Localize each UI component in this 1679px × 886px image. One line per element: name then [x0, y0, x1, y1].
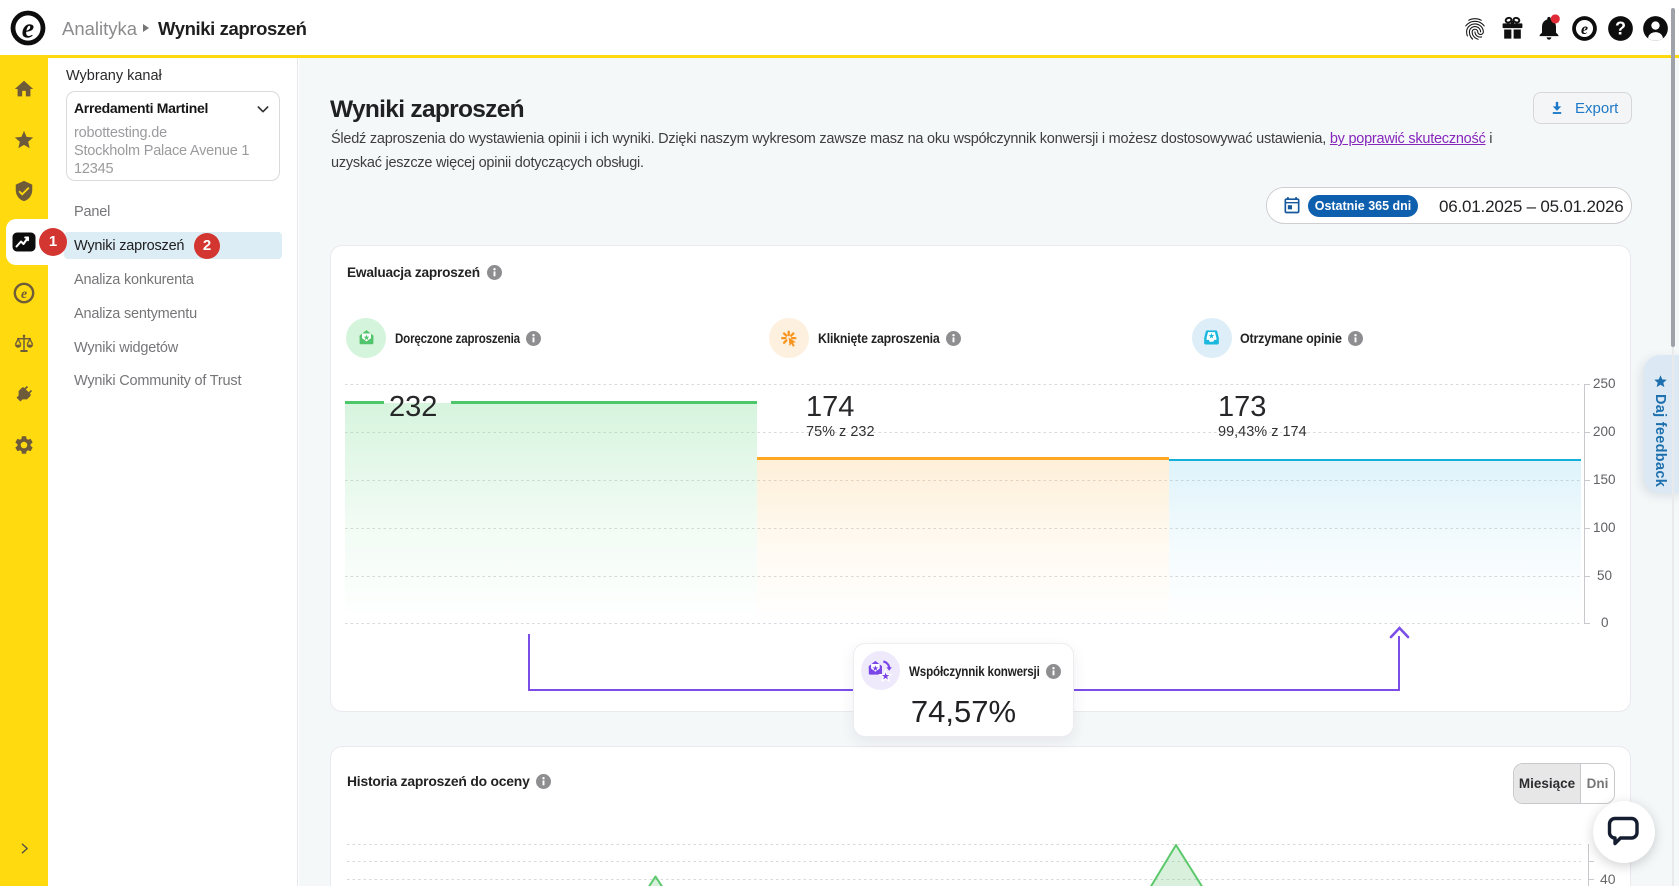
svg-text:e: e — [21, 286, 27, 301]
svg-text:?: ? — [1615, 18, 1626, 38]
svg-text:e: e — [22, 14, 34, 45]
svg-text:e: e — [1581, 21, 1588, 38]
